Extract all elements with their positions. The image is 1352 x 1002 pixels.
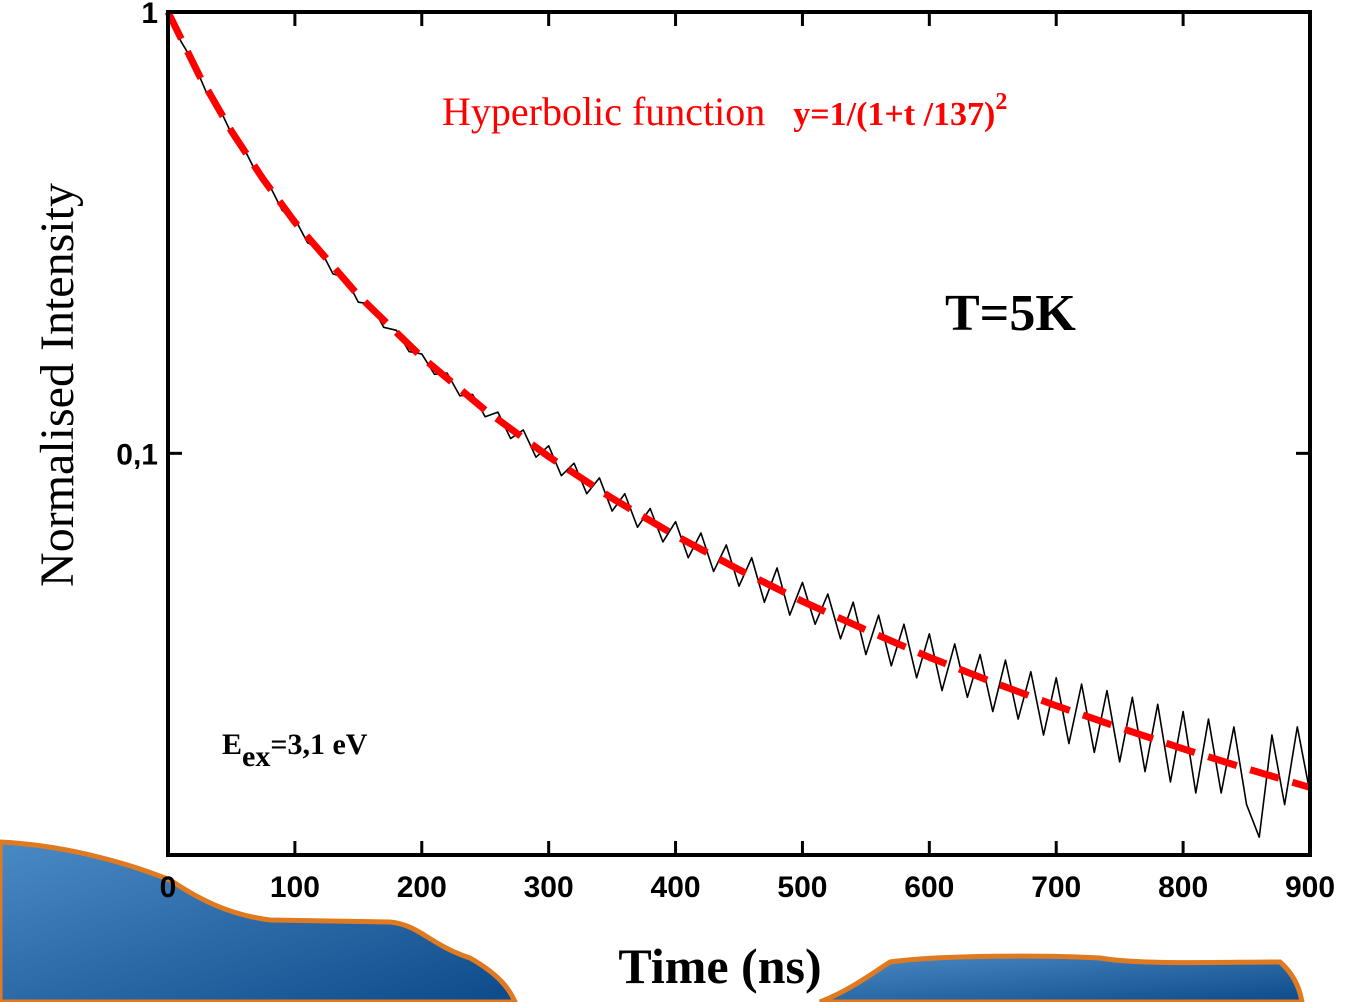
decor-right — [819, 953, 1305, 1002]
excitation-value: =3,1 eV — [270, 728, 367, 761]
x-tick-label: 700 — [1031, 871, 1081, 904]
excitation-subscript: ex — [242, 740, 270, 773]
fit-formula: y=1/(1+t /137) — [793, 96, 995, 133]
x-tick-label: 300 — [524, 871, 574, 904]
y-tick-label: 1 — [141, 0, 158, 30]
decor-left — [0, 839, 518, 1002]
x-tick-label: 200 — [397, 871, 447, 904]
fit-line — [164, 10, 1311, 791]
x-tick-label: 0 — [160, 871, 177, 904]
y-tick-label: 0,1 — [116, 438, 158, 471]
plot-frame — [166, 10, 1312, 857]
temperature-label: T=5K — [945, 285, 1076, 342]
data-line — [167, 11, 1311, 838]
excitation-label: Eex=3,1 eV — [222, 728, 368, 773]
x-tick-label: 100 — [270, 871, 320, 904]
x-tick-label: 400 — [651, 871, 701, 904]
x-tick-label: 500 — [777, 871, 827, 904]
fit-name: Hyperbolic function — [442, 89, 765, 134]
fit-annotation: Hyperbolic function y=1/(1+t /137)2 — [442, 89, 1007, 134]
excitation-symbol: E — [222, 728, 242, 761]
fit-exponent: 2 — [995, 89, 1007, 115]
x-tick-label: 800 — [1158, 871, 1208, 904]
y-axis-label: Normalised Intensity — [31, 183, 84, 587]
x-axis-label: Time (ns) — [618, 938, 821, 994]
x-tick-label: 600 — [904, 871, 954, 904]
x-tick-label: 900 — [1285, 871, 1335, 904]
